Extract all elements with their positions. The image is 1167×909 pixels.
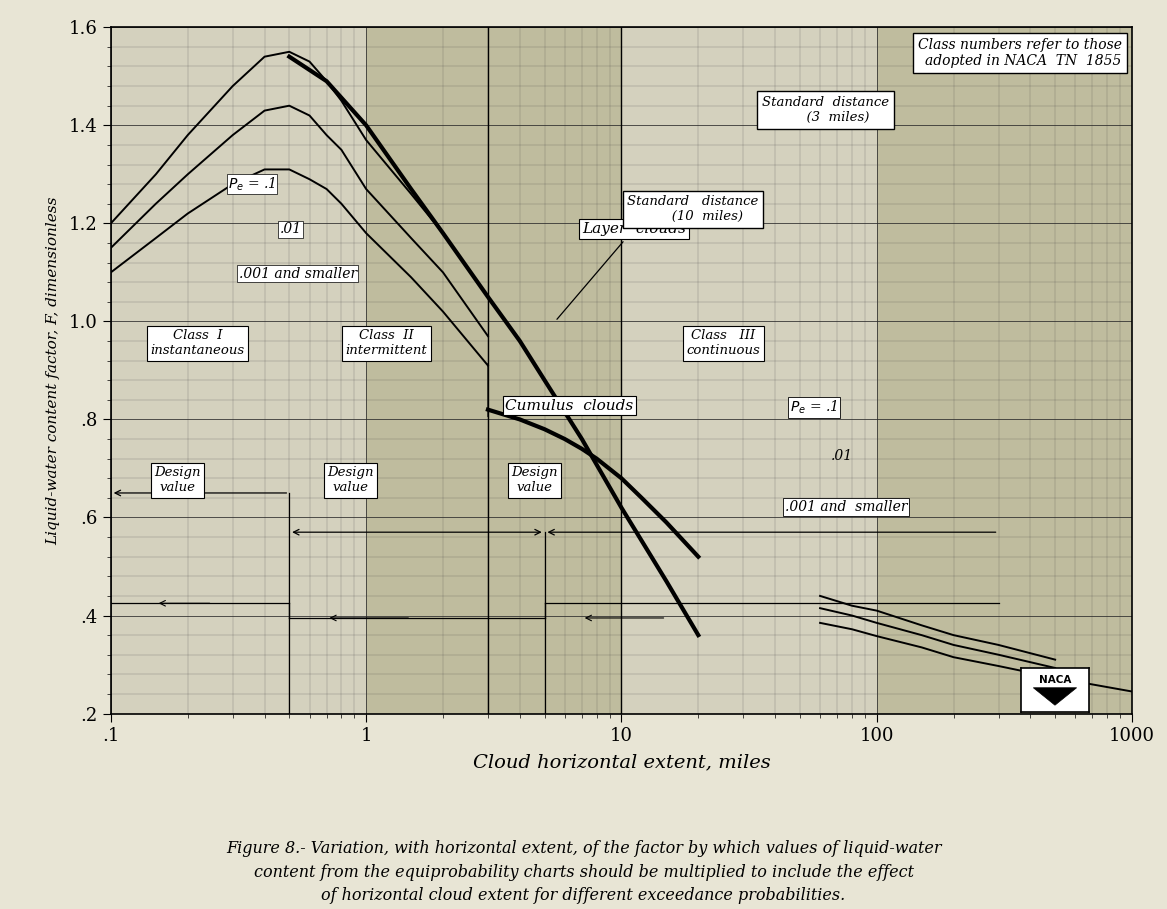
Bar <box>366 27 622 714</box>
Text: Cumulus  clouds: Cumulus clouds <box>505 399 634 413</box>
Text: .01: .01 <box>279 222 301 236</box>
Text: .001 and smaller: .001 and smaller <box>238 266 357 281</box>
Text: Standard  distance
      (3  miles): Standard distance (3 miles) <box>762 96 889 124</box>
Text: Class numbers refer to those
adopted in NACA  TN  1855: Class numbers refer to those adopted in … <box>917 37 1121 68</box>
Text: Figure 8.- Variation, with horizontal extent, of the factor by which values of l: Figure 8.- Variation, with horizontal ex… <box>225 841 942 904</box>
Bar <box>876 27 1132 714</box>
Text: Design
value: Design value <box>328 466 375 494</box>
Text: NACA: NACA <box>1039 675 1071 685</box>
Polygon shape <box>1033 688 1077 705</box>
Text: Standard   distance
       (10  miles): Standard distance (10 miles) <box>627 195 759 224</box>
Text: $P_e$ = .1: $P_e$ = .1 <box>229 175 275 193</box>
Text: Class   III
continuous: Class III continuous <box>686 329 761 357</box>
Bar <box>622 27 876 714</box>
X-axis label: Cloud horizontal extent, miles: Cloud horizontal extent, miles <box>473 753 770 771</box>
Text: .01: .01 <box>831 449 853 463</box>
Text: Class  II
intermittent: Class II intermittent <box>345 329 427 357</box>
Text: Design
value: Design value <box>511 466 558 494</box>
Bar <box>111 27 366 714</box>
Text: .001 and  smaller: .001 and smaller <box>784 500 907 514</box>
Y-axis label: Liquid-water content factor, F, dimensionless: Liquid-water content factor, F, dimensio… <box>47 196 61 544</box>
Text: Class  I
instantaneous: Class I instantaneous <box>151 329 245 357</box>
Text: Layer  clouds: Layer clouds <box>557 222 686 319</box>
Text: Design
value: Design value <box>154 466 201 494</box>
Text: $P_e$ = .1: $P_e$ = .1 <box>790 398 838 416</box>
